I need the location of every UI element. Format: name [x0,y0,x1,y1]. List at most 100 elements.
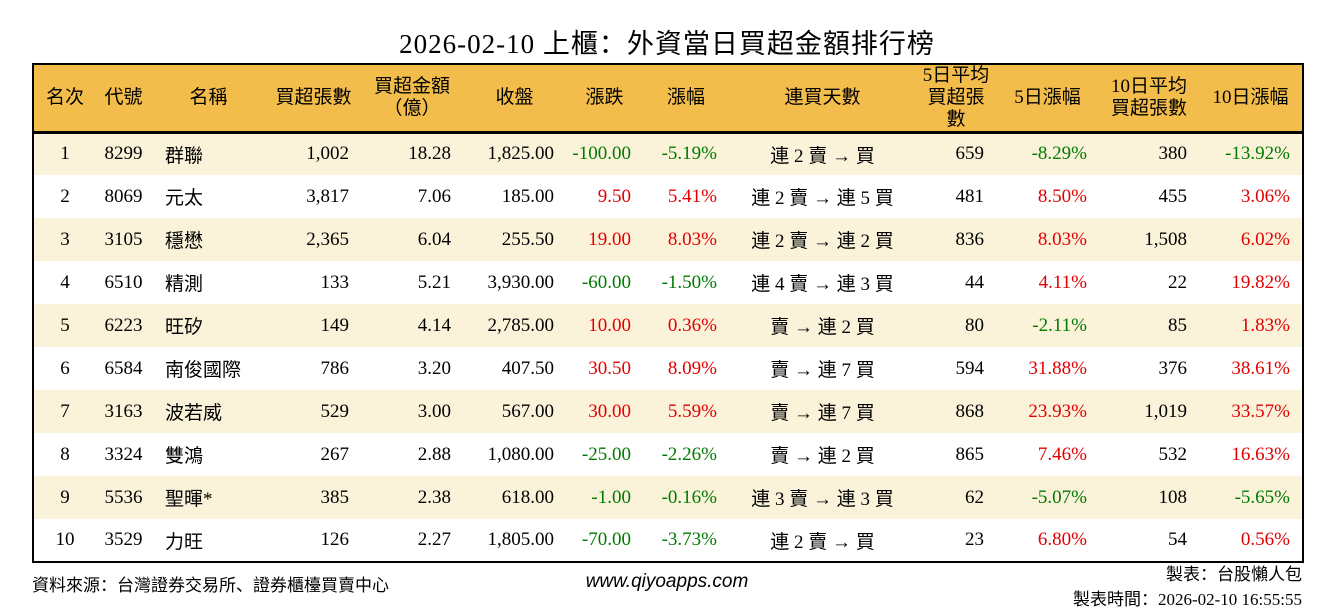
cell-avg10_net_buy_volume: 22 [1168,271,1187,293]
cell-name: 穩懋 [165,231,204,253]
cell-change: -100.00 [572,143,631,165]
cell-change_pct: 5.59% [667,400,717,422]
cell-code: 3105 [104,228,143,250]
cell-name: 南俊國際 [165,360,242,382]
column-header-avg10_net_buy_volume: 10日平均 買超張數 [1099,64,1199,134]
cell-rank: 4 [60,271,70,293]
column-header-net_buy_amount_100m: 買超金額 （億） [361,64,463,134]
table-row: 1 8299 群聯 1,002 18.28 1,825.00 -100.00 -5.19% 連 … [33,132,1303,176]
cell-change_pct_5d: 31.88% [1028,357,1087,379]
cell-consecutive_buy_days: 賣 → 連 2 買 [770,446,875,468]
cell-net_buy_amount_100m: 2.38 [417,486,451,508]
table-row: 9 5536 聖暉* 385 2.38 618.00 -1.00 -0.16% 連 3 賣 → … [33,476,1303,520]
cell-net_buy_volume: 3,817 [306,185,349,207]
cell-net_buy_amount_100m: 5.21 [417,271,451,293]
cell-change: -60.00 [581,271,631,293]
cell-net_buy_amount_100m: 6.04 [417,228,451,250]
cell-change_pct_10d: 0.56% [1240,529,1290,551]
cell-rank: 10 [55,529,75,551]
cell-change_pct_10d: 33.57% [1231,400,1290,422]
cell-name: 元太 [165,188,204,210]
cell-avg5_net_buy_volume: 836 [955,228,985,250]
cell-close: 3,930.00 [487,271,555,293]
cell-avg10_net_buy_volume: 85 [1168,314,1187,336]
cell-rank: 2 [60,185,70,207]
cell-code: 8299 [104,143,143,165]
cell-change_pct_5d: -2.11% [1032,314,1087,336]
cell-name: 力旺 [165,531,204,553]
column-header-code: 代號 [96,64,151,134]
column-header-close: 收盤 [463,64,566,134]
cell-net_buy_volume: 126 [320,529,350,551]
table-row: 7 3163 波若威 529 3.00 567.00 30.00 5.59% 賣 → 連 7 買… [33,390,1303,434]
cell-avg5_net_buy_volume: 868 [955,400,985,422]
table-row: 3 3105 穩懋 2,365 6.04 255.50 19.00 8.03% 連 2 賣 → … [33,218,1303,262]
cell-code: 6584 [104,357,143,379]
cell-change_pct: -3.73% [661,529,717,551]
column-header-change: 漲跌 [566,64,643,134]
made-time-label: 製表時間：2026-02-10 16:55:55 [1072,589,1302,609]
table-row: 2 8069 元太 3,817 7.06 185.00 9.50 5.41% 連 2 賣 → 連… [33,175,1303,218]
cell-change_pct: -2.26% [661,443,717,465]
cell-change_pct: -5.19% [661,143,717,165]
column-header-avg5_net_buy_volume: 5日平均 買超張數 [916,64,996,134]
column-header-rank: 名次 [33,64,96,134]
cell-rank: 7 [60,400,70,422]
table-row: 10 3529 力旺 126 2.27 1,805.00 -70.00 -3.73% 連 2 賣… [33,519,1303,562]
cell-avg10_net_buy_volume: 455 [1158,185,1188,207]
cell-net_buy_volume: 1,002 [306,143,349,165]
cell-code: 3163 [104,400,143,422]
table-body: 1 8299 群聯 1,002 18.28 1,825.00 -100.00 -5.19% 連 … [33,132,1303,562]
cell-change_pct_5d: 6.80% [1037,529,1087,551]
table-row: 5 6223 旺矽 149 4.14 2,785.00 10.00 0.36% 賣 → 連 2 … [33,304,1303,348]
cell-consecutive_buy_days: 連 2 賣 → 買 [770,145,875,167]
cell-net_buy_volume: 385 [320,486,350,508]
cell-change_pct_5d: 7.46% [1037,443,1087,465]
cell-avg10_net_buy_volume: 1,508 [1144,228,1187,250]
cell-change_pct_10d: -5.65% [1234,486,1290,508]
cell-change: 30.00 [588,400,631,422]
cell-net_buy_amount_100m: 3.20 [417,357,451,379]
cell-avg5_net_buy_volume: 481 [955,185,985,207]
cell-rank: 1 [60,143,70,165]
cell-net_buy_amount_100m: 2.27 [417,529,451,551]
cell-change: 9.50 [597,185,631,207]
column-header-net_buy_volume: 買超張數 [266,64,361,134]
cell-close: 618.00 [501,486,554,508]
cell-net_buy_volume: 133 [320,271,350,293]
cell-change_pct_5d: 23.93% [1028,400,1087,422]
cell-change: -1.00 [591,486,631,508]
table-header: 名次 代號 名稱 買超張數 買超金額 （億） 收盤 漲跌 漲幅 連買天數 5日平均 買超張數 5日漲… [33,64,1303,134]
cell-avg10_net_buy_volume: 532 [1158,443,1188,465]
cell-close: 255.50 [501,228,554,250]
credits-block: 製表：台股懶人包 製表時間：2026-02-10 16:55:55 [1073,563,1302,612]
cell-code: 3324 [104,443,143,465]
cell-code: 8069 [104,185,143,207]
cell-avg10_net_buy_volume: 108 [1158,486,1188,508]
column-header-change_pct: 漲幅 [643,64,729,134]
cell-avg10_net_buy_volume: 380 [1158,143,1188,165]
cell-net_buy_volume: 267 [320,443,350,465]
cell-net_buy_amount_100m: 2.88 [417,443,451,465]
cell-rank: 3 [60,228,70,250]
cell-code: 6223 [104,314,143,336]
cell-change: 19.00 [588,228,631,250]
cell-close: 2,785.00 [487,314,555,336]
ranking-table: 名次 代號 名稱 買超張數 買超金額 （億） 收盤 漲跌 漲幅 連買天數 5日平均 買超張數 5日漲… [32,63,1304,564]
maker-label: 製表：台股懶人包 [1166,565,1302,584]
cell-change_pct_10d: 19.82% [1231,271,1290,293]
cell-change_pct: 0.36% [667,314,717,336]
cell-change: 10.00 [588,314,631,336]
cell-close: 567.00 [501,400,554,422]
cell-change: 30.50 [588,357,631,379]
website-watermark: www.qiyoapps.com [585,571,749,592]
cell-change_pct: 8.09% [667,357,717,379]
table-row: 4 6510 精測 133 5.21 3,930.00 -60.00 -1.50% 連 4 賣 … [33,261,1303,304]
cell-consecutive_buy_days: 賣 → 連 7 買 [770,360,875,382]
cell-name: 雙鴻 [165,446,204,468]
header-row: 名次 代號 名稱 買超張數 買超金額 （億） 收盤 漲跌 漲幅 連買天數 5日平均 買超張數 5日漲… [33,64,1303,134]
cell-avg5_net_buy_volume: 80 [965,314,984,336]
cell-consecutive_buy_days: 連 3 賣 → 連 3 買 [751,489,894,511]
cell-avg5_net_buy_volume: 865 [955,443,985,465]
column-header-name: 名稱 [151,64,266,134]
